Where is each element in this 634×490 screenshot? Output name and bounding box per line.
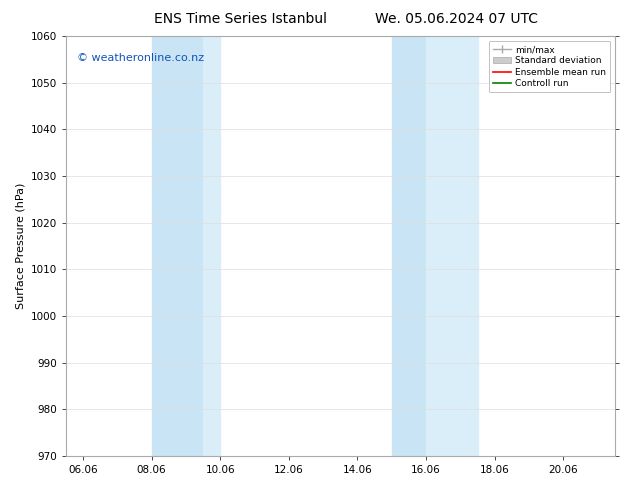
Bar: [426, 36, 477, 456]
Text: © weatheronline.co.nz: © weatheronline.co.nz: [77, 53, 204, 63]
Bar: [392, 36, 426, 456]
Bar: [203, 36, 220, 456]
Bar: [152, 36, 203, 456]
Text: We. 05.06.2024 07 UTC: We. 05.06.2024 07 UTC: [375, 12, 538, 26]
Legend: min/max, Standard deviation, Ensemble mean run, Controll run: min/max, Standard deviation, Ensemble me…: [489, 41, 611, 93]
Y-axis label: Surface Pressure (hPa): Surface Pressure (hPa): [15, 183, 25, 309]
Text: ENS Time Series Istanbul: ENS Time Series Istanbul: [155, 12, 327, 26]
